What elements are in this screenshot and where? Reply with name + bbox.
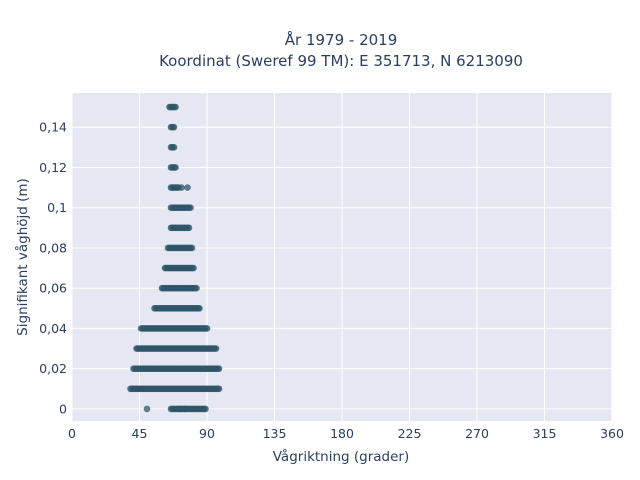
x-tick-label: 0: [68, 426, 76, 441]
grid-lines: [71, 93, 613, 421]
data-point: [181, 405, 188, 413]
y-axis-ticks: 0 0,02 0,04 0,06 0,08 0,1 0,12 0,14: [39, 120, 67, 417]
data-points: [127, 103, 223, 413]
y-tick-label: 0,06: [39, 281, 67, 296]
chart-title-line-1: År 1979 - 2019: [285, 30, 398, 49]
data-point: [188, 244, 196, 252]
x-tick-label: 270: [465, 426, 489, 441]
data-point: [212, 345, 220, 352]
x-tick-label: 360: [600, 426, 624, 441]
data-point: [185, 224, 193, 232]
y-tick-label: 0,08: [39, 240, 67, 255]
data-point: [170, 123, 178, 131]
y-tick-label: 0,02: [39, 361, 67, 376]
data-point: [215, 365, 223, 372]
x-axis-title: Vågriktning (grader): [273, 448, 410, 465]
x-tick-label: 45: [132, 426, 148, 441]
y-tick-label: 0,04: [39, 321, 67, 336]
data-point: [170, 144, 178, 151]
x-tick-label: 90: [199, 426, 215, 441]
data-point: [215, 385, 223, 393]
data-point: [202, 405, 209, 413]
y-axis-title: Signifikant våghöjd (m): [14, 178, 31, 336]
x-axis-ticks: 0 45 90 135 180 225 270 315 360: [68, 426, 624, 441]
x-tick-label: 180: [330, 426, 354, 441]
data-point: [184, 184, 191, 191]
data-point: [137, 325, 145, 332]
data-point: [196, 305, 203, 312]
data-point: [172, 164, 179, 171]
data-point: [143, 405, 151, 413]
data-point: [178, 184, 185, 191]
chart-title-line-2: Koordinat (Sweref 99 TM): E 351713, N 62…: [159, 52, 523, 70]
y-tick-label: 0: [59, 401, 67, 416]
x-tick-label: 315: [533, 426, 557, 441]
data-point: [172, 103, 179, 111]
data-point: [190, 264, 197, 272]
y-tick-label: 0,14: [39, 120, 67, 135]
data-point: [193, 284, 200, 292]
y-tick-label: 0,1: [47, 200, 67, 215]
y-tick-label: 0,12: [39, 160, 67, 175]
data-point: [203, 325, 211, 332]
x-tick-label: 135: [263, 426, 287, 441]
data-point: [187, 204, 194, 211]
x-tick-label: 225: [398, 426, 422, 441]
